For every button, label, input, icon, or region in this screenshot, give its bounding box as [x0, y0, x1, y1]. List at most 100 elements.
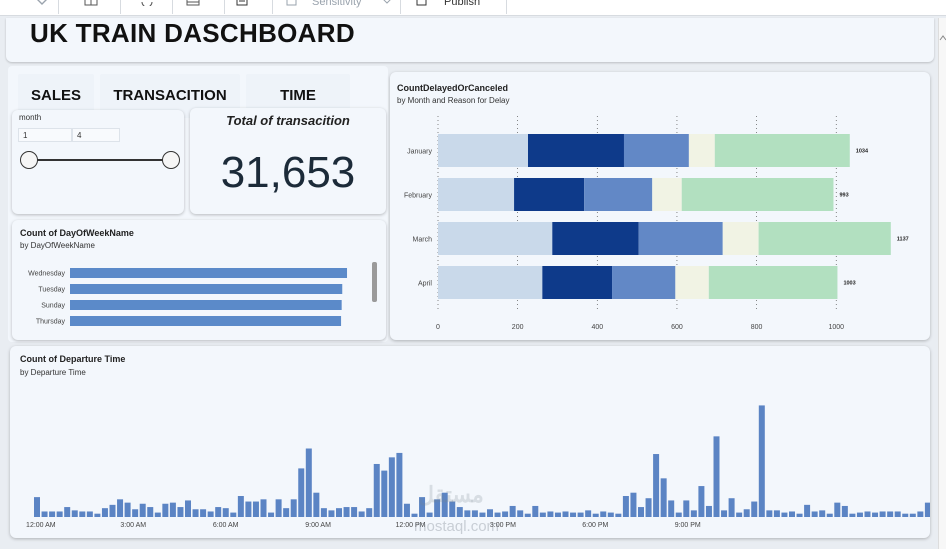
dep-bar-56 [456, 507, 463, 517]
dep-bar-82 [653, 454, 660, 517]
dep-bar-33 [283, 508, 290, 517]
dep-bar-35 [298, 468, 305, 517]
dep-bar-75 [600, 511, 607, 517]
delay-segment-march-1 [438, 222, 553, 255]
publish-icon [416, 0, 427, 6]
dow-chart-subtitle: by DayOfWeekName [20, 241, 95, 250]
delay-segment-january-4 [688, 134, 715, 167]
dep-bar-7 [86, 511, 93, 517]
delay-segment-march-5 [758, 222, 891, 255]
delay-x-tick: 600 [671, 324, 683, 331]
dep-bar-51 [419, 497, 426, 517]
delay-segment-april-4 [675, 266, 709, 299]
dep-bar-30 [260, 499, 267, 517]
dep-bar-18 [169, 502, 176, 517]
delay-segment-january-5 [714, 134, 850, 167]
dep-bar-55 [449, 501, 456, 517]
dep-bar-112 [879, 511, 886, 517]
dep-bar-3 [56, 511, 63, 517]
dow-bar-sunday [70, 300, 342, 310]
delay-x-tick: 800 [751, 324, 763, 331]
new-visual-button[interactable] [80, 0, 121, 14]
slider-max-handle[interactable] [162, 151, 180, 169]
delay-x-tick: 200 [512, 324, 524, 331]
dep-bar-116 [909, 513, 916, 517]
dep-bar-67 [539, 512, 546, 517]
dep-bar-29 [252, 501, 259, 517]
publish-button[interactable]: Publish [410, 0, 507, 14]
dep-bar-20 [185, 500, 191, 517]
dep-bar-59 [479, 512, 486, 517]
dep-x-tick: 3:00 AM [120, 522, 146, 529]
dep-bar-72 [577, 512, 584, 517]
departure-chart-card: Count of Departure Time by Departure Tim… [10, 346, 930, 538]
dep-bar-105 [826, 513, 833, 517]
table-button[interactable] [184, 0, 225, 14]
dep-bar-1 [41, 511, 48, 517]
month-slicer: month 1 4 [12, 110, 184, 214]
table-icon [186, 0, 200, 6]
dep-bar-36 [305, 448, 312, 517]
delay-x-tick: 400 [591, 324, 603, 331]
dep-bar-62 [502, 511, 509, 517]
dep-bar-78 [622, 496, 629, 517]
dow-chart-scrollbar[interactable] [372, 262, 377, 302]
dep-bar-22 [200, 509, 207, 517]
dep-bar-100 [789, 511, 795, 517]
slicer-min-input[interactable]: 1 [18, 128, 72, 142]
dep-x-tick: 9:00 PM [675, 522, 701, 529]
dep-x-tick: 6:00 PM [582, 522, 608, 529]
dep-bar-110 [864, 511, 871, 517]
dep-bar-60 [487, 509, 493, 517]
sensitivity-menu[interactable]: Sensitivity [284, 0, 401, 14]
calendar-button[interactable] [236, 0, 273, 14]
dep-bar-8 [94, 513, 101, 517]
dow-bar-wednesday [70, 268, 348, 278]
dep-bar-101 [796, 513, 803, 517]
dep-bar-61 [494, 512, 501, 517]
delay-chart-plot: 0 200 400 600 800 1000 January 1034 February 993 M… [404, 116, 909, 331]
dep-bar-107 [841, 505, 848, 517]
delay-x-tick: 1000 [828, 324, 844, 331]
header-panel: UK TRAIN DASCHBOARD [6, 18, 934, 62]
refresh-button[interactable] [138, 0, 173, 14]
dep-bar-0 [34, 497, 40, 517]
slider-min-handle[interactable] [20, 151, 38, 169]
dep-bar-11 [117, 499, 124, 517]
dep-bar-39 [328, 510, 335, 517]
dep-bar-2 [49, 511, 56, 517]
dep-bar-43 [358, 511, 365, 517]
dep-bar-25 [222, 508, 229, 517]
slider-track[interactable] [28, 159, 172, 161]
dep-x-tick: 3:00 PM [490, 522, 516, 529]
sensitivity-label: Sensitivity [312, 0, 362, 8]
toolbar-dropdown-button[interactable] [30, 0, 59, 14]
page-scrollbar[interactable] [938, 18, 946, 549]
delay-category-label: March [413, 237, 433, 244]
delay-segment-february-1 [438, 178, 515, 211]
dep-bar-113 [887, 511, 894, 517]
dep-bar-54 [441, 492, 448, 517]
dep-bar-6 [79, 511, 86, 517]
dow-bar-tuesday [70, 284, 343, 294]
dep-bar-70 [562, 511, 569, 517]
dep-bar-109 [856, 512, 863, 517]
publish-label: Publish [444, 0, 481, 8]
dep-bar-5 [71, 510, 78, 517]
dep-bar-37 [313, 492, 320, 517]
delay-category-label: February [404, 193, 433, 200]
dep-bar-57 [464, 510, 471, 517]
dep-bar-115 [902, 513, 909, 517]
dep-x-tick: 12:00 AM [26, 522, 56, 529]
page-title: UK TRAIN DASCHBOARD [30, 18, 355, 48]
dow-chart-title: Count of DayOfWeekName [20, 228, 134, 238]
slicer-max-input[interactable]: 4 [72, 128, 120, 142]
dep-bar-99 [781, 512, 788, 517]
dep-bar-89 [705, 505, 712, 517]
delay-total-label: 993 [839, 193, 848, 199]
dep-bar-68 [547, 511, 554, 517]
dep-bar-87 [690, 510, 697, 517]
dep-bar-76 [607, 512, 614, 517]
dow-bar-thursday [70, 316, 342, 326]
dep-bar-88 [698, 486, 705, 517]
